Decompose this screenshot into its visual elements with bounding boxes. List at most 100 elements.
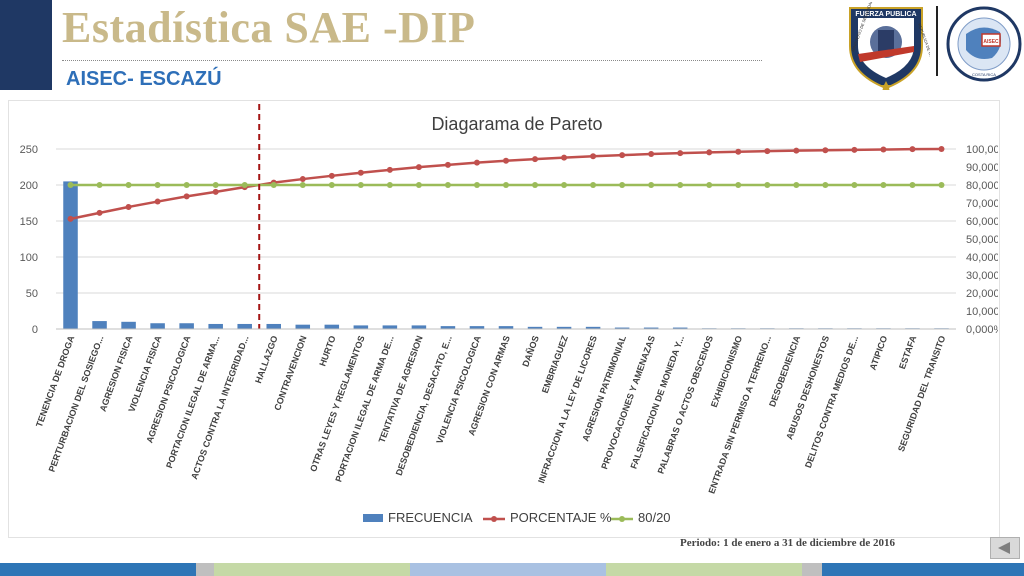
x-category-label: PROVOCACIONES Y AMENAZAS bbox=[599, 334, 657, 470]
x-category-label: DESOBEDIENCIA, DESACATO, E... bbox=[394, 334, 454, 477]
porcentaje-point bbox=[386, 166, 393, 173]
y-left-tick-label: 0 bbox=[32, 324, 38, 336]
bar-frecuencia bbox=[527, 326, 543, 329]
porcentaje-point bbox=[735, 148, 742, 155]
y-right-tick-label: 80,000% bbox=[966, 180, 998, 192]
x-category-label: PORTACION ILEGAL DE ARMA... bbox=[164, 334, 221, 469]
ochenta-veinte-point bbox=[619, 182, 626, 188]
ochenta-veinte-point bbox=[299, 182, 306, 188]
x-category-label: EMBRIAGUEZ bbox=[540, 334, 570, 395]
chart-title: Diagarama de Pareto bbox=[431, 114, 602, 134]
y-left-tick-label: 150 bbox=[20, 216, 38, 228]
legend-porcentaje-label: PORCENTAJE % bbox=[510, 510, 612, 525]
x-category-label: INFRACCION A LA LEY DE LICORES bbox=[536, 334, 599, 484]
ochenta-veinte-point bbox=[561, 182, 568, 188]
y-left-tick-label: 250 bbox=[20, 144, 38, 156]
porcentaje-point bbox=[706, 149, 713, 156]
ochenta-veinte-point bbox=[241, 182, 248, 188]
bar-frecuencia bbox=[440, 326, 456, 329]
x-category-label: OTRAS LEYES Y REGLAMENTOS bbox=[308, 334, 367, 473]
bar-frecuencia bbox=[266, 323, 281, 329]
y-left-tick-label: 50 bbox=[26, 288, 38, 300]
bar-frecuencia bbox=[672, 327, 688, 329]
porcentaje-point bbox=[67, 215, 74, 222]
x-category-label: ATIPICO bbox=[868, 334, 890, 371]
porcentaje-point bbox=[154, 198, 161, 205]
footer-segment bbox=[802, 563, 822, 576]
y-right-tick-label: 50,000% bbox=[966, 234, 998, 246]
aisec-logo: AISEC COSTA RICA bbox=[946, 6, 1022, 82]
porcentaje-point bbox=[851, 146, 858, 153]
ochenta-veinte-point bbox=[270, 182, 277, 188]
page-subtitle: AISEC- ESCAZÚ bbox=[66, 68, 222, 90]
bar-frecuencia bbox=[208, 323, 223, 329]
porcentaje-point bbox=[503, 157, 509, 164]
porcentaje-point bbox=[299, 176, 306, 183]
porcentaje-point bbox=[357, 169, 364, 176]
porcentaje-point bbox=[125, 203, 132, 210]
header-accent-bar bbox=[0, 0, 52, 90]
ochenta-veinte-point bbox=[706, 182, 713, 188]
logo-top-text: FUERZA PUBLICA bbox=[855, 11, 916, 18]
ochenta-veinte-point bbox=[444, 182, 451, 188]
y-right-tick-label: 20,000% bbox=[966, 288, 998, 300]
pareto-chart: Diagarama de Pareto 0 50 100 150 200 250 0,000… bbox=[20, 104, 998, 525]
ochenta-veinte-point bbox=[386, 182, 393, 188]
porcentaje-point bbox=[764, 148, 771, 155]
bar-frecuencia bbox=[121, 321, 136, 329]
y-right-tick-label: 90,000% bbox=[966, 162, 998, 174]
x-category-label: ESTAFA bbox=[897, 334, 918, 371]
legend-ochenta-label: 80/20 bbox=[638, 510, 671, 525]
porcentaje-point bbox=[328, 172, 335, 179]
ochenta-veinte-point bbox=[328, 182, 335, 188]
ochenta-veinte-point bbox=[822, 182, 829, 188]
legend-ochenta-marker bbox=[619, 516, 625, 522]
x-category-label: CONTRAVENCION bbox=[272, 334, 308, 412]
logo-separator bbox=[936, 6, 938, 76]
porcentaje-point bbox=[648, 151, 655, 158]
bar-frecuencia bbox=[353, 325, 369, 329]
ochenta-veinte-point bbox=[125, 182, 132, 188]
footer-segment bbox=[410, 563, 606, 576]
x-category-label: ENTRADA SIN PERMISO A TERRENO... bbox=[706, 334, 773, 495]
ochenta-veinte-point bbox=[735, 182, 742, 188]
ochenta-veinte-point bbox=[67, 182, 74, 188]
ochenta-veinte-point bbox=[357, 182, 364, 188]
footer-color-bar bbox=[0, 563, 1024, 576]
footer-segment bbox=[0, 563, 196, 576]
ochenta-veinte-point bbox=[793, 182, 800, 188]
ochenta-veinte-point bbox=[473, 182, 480, 188]
ochenta-veinte-point bbox=[909, 182, 916, 188]
x-category-label: DESOBEDIENCIA bbox=[767, 334, 802, 408]
porcentaje-point bbox=[96, 209, 103, 216]
ochenta-veinte-point bbox=[503, 182, 509, 188]
ochenta-veinte-point bbox=[851, 182, 858, 188]
bar-frecuencia bbox=[643, 327, 659, 329]
bar-frecuencia bbox=[295, 324, 311, 329]
bar-frecuencia bbox=[469, 326, 485, 329]
ochenta-veinte-point bbox=[648, 182, 655, 188]
bar-frecuencia bbox=[498, 326, 514, 329]
back-button[interactable] bbox=[990, 537, 1020, 559]
porcentaje-point bbox=[532, 156, 539, 163]
x-category-label: DELITOS CONTRA MEDIOS DE... bbox=[803, 334, 860, 469]
x-category-label: PALABRAS O ACTOS OBSCENOS bbox=[656, 334, 715, 475]
ochenta-veinte-point bbox=[532, 182, 539, 188]
y-right-tick-label: 60,000% bbox=[966, 216, 998, 228]
x-category-label: EXHIBICIONISMO bbox=[709, 334, 744, 408]
bar-frecuencia bbox=[411, 325, 427, 329]
footer-segment bbox=[214, 563, 410, 576]
fuerza-publica-logo: FUERZA PUBLICA MINISTERIO DE SEGURIDAD P… bbox=[849, 2, 930, 90]
y-right-tick-label: 10,000% bbox=[966, 306, 998, 318]
porcentaje-point bbox=[212, 188, 219, 195]
footer-segment bbox=[822, 563, 1024, 576]
y-right-tick-label: 0,000% bbox=[966, 324, 998, 336]
legend-frecuencia-swatch bbox=[363, 514, 383, 522]
ochenta-veinte-point bbox=[96, 182, 103, 188]
x-category-label: DAÑOS bbox=[520, 334, 541, 368]
x-category-label: HALLAZGO bbox=[253, 334, 279, 384]
bar-frecuencia bbox=[324, 324, 340, 329]
porcentaje-point bbox=[561, 154, 568, 161]
ochenta-veinte-point bbox=[764, 182, 771, 188]
y-right-tick-label: 100,000% bbox=[966, 144, 998, 156]
